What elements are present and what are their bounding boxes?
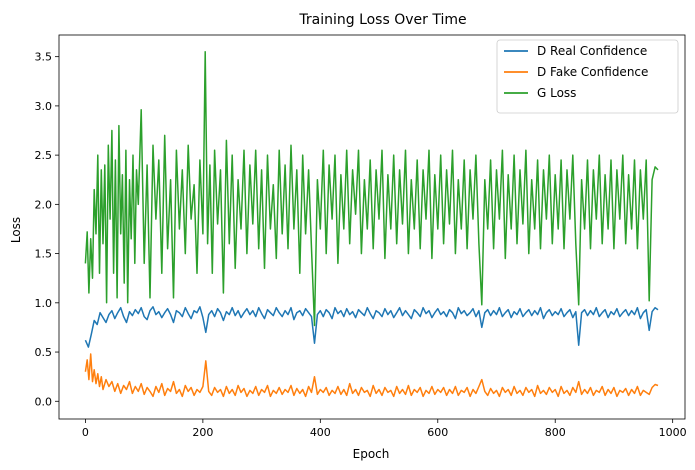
x-tick-label: 0: [82, 426, 89, 439]
series-line-0: [84, 306, 659, 348]
y-tick-label: 2.0: [35, 198, 53, 211]
y-axis: 0.0 0.5 1.0 1.5 2.0 2.5 3.0 3.5: [35, 51, 59, 408]
x-axis-label: Epoch: [353, 447, 390, 461]
y-axis-label: Loss: [9, 217, 23, 243]
series-line-2: [84, 50, 659, 327]
x-axis: 0 200 400 600 800 1000: [82, 419, 687, 439]
y-tick-label: 3.5: [35, 51, 53, 64]
y-tick-label: 1.5: [35, 248, 53, 261]
legend-box: [496, 39, 679, 114]
chart-title: Training Loss Over Time: [298, 12, 466, 28]
series-line-1: [84, 353, 659, 398]
legend-label-0: D Real Confidence: [537, 44, 647, 58]
x-tick-label: 800: [545, 426, 566, 439]
x-tick-label: 1000: [659, 426, 687, 439]
y-tick-label: 0.0: [35, 395, 53, 408]
plot-frame: [58, 34, 686, 420]
y-tick-label: 1.0: [35, 297, 53, 310]
y-tick-label: 3.0: [35, 100, 53, 113]
plot-area: [58, 34, 686, 420]
legend-label-2: G Loss: [537, 86, 576, 100]
x-tick-label: 400: [310, 426, 331, 439]
legend: D Real Confidence D Fake Confidence G Loss: [496, 39, 679, 114]
series-lines: [84, 50, 659, 398]
y-tick-label: 2.5: [35, 149, 53, 162]
legend-label-1: D Fake Confidence: [537, 65, 648, 79]
y-tick-label: 0.5: [35, 346, 53, 359]
x-tick-label: 600: [427, 426, 448, 439]
x-tick-label: 200: [192, 426, 213, 439]
